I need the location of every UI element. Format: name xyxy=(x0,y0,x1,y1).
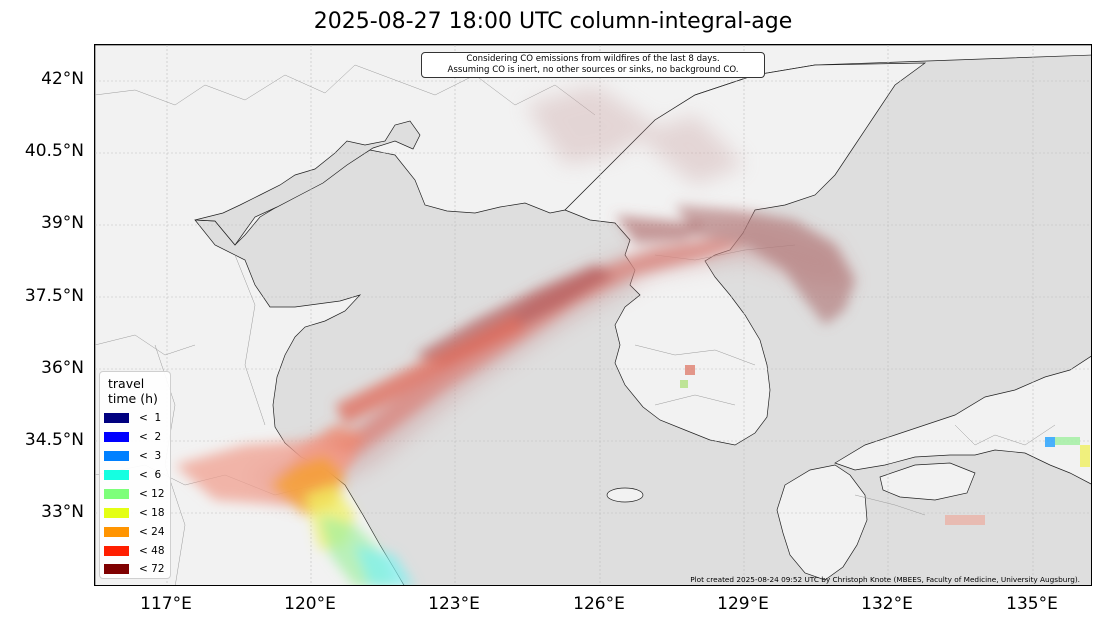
plume-spots xyxy=(680,365,1090,525)
korea-peninsula xyxy=(564,62,927,446)
legend-swatch xyxy=(104,508,129,518)
legend-label: < 2 xyxy=(139,431,162,443)
legend-swatch xyxy=(104,413,129,423)
x-tick-label: 117°E xyxy=(140,594,192,614)
y-tick-label: 40.5°N xyxy=(24,141,84,161)
legend-item: < 48 xyxy=(103,544,171,558)
legend-swatch xyxy=(104,470,129,480)
y-tick-label: 33°N xyxy=(41,502,84,522)
legend-title-line: time (h) xyxy=(108,391,158,406)
legend-title-line: travel xyxy=(108,376,145,391)
plume-haze xyxy=(245,85,855,505)
jeju-island xyxy=(606,487,644,503)
x-tick-label: 126°E xyxy=(573,594,625,614)
legend-item: < 1 xyxy=(103,411,171,425)
shikoku-island xyxy=(879,462,976,501)
credit-text: Plot created 2025-08-24 09:52 UTC by Chr… xyxy=(690,575,1080,584)
legend-item: < 72 xyxy=(103,562,171,576)
legend-swatch xyxy=(104,432,129,442)
legend-item: < 18 xyxy=(103,506,171,520)
map-area[interactable] xyxy=(94,44,1092,586)
y-tick-label: 34.5°N xyxy=(24,430,84,450)
legend-title: travel time (h) xyxy=(108,376,158,406)
x-tick-label: 132°E xyxy=(861,594,913,614)
legend: travel time (h) < 1 < 2 < 3 < 6 < 12 < 1… xyxy=(99,371,171,579)
legend-label: < 18 xyxy=(139,507,165,519)
y-tick-label: 37.5°N xyxy=(24,286,84,306)
legend-item: < 6 xyxy=(103,468,171,482)
legend-swatch xyxy=(104,546,129,556)
y-tick-label: 36°N xyxy=(41,358,84,378)
legend-swatch xyxy=(104,527,129,537)
annotation-line: Assuming CO is inert, no other sources o… xyxy=(447,65,739,75)
x-tick-label: 135°E xyxy=(1006,594,1058,614)
legend-item: < 2 xyxy=(103,430,171,444)
legend-label: < 3 xyxy=(139,450,162,462)
y-tick-label: 39°N xyxy=(41,213,84,233)
legend-label: < 6 xyxy=(139,469,162,481)
x-tick-label: 123°E xyxy=(428,594,480,614)
x-tick-label: 129°E xyxy=(717,594,769,614)
map-title: 2025-08-27 18:00 UTC column-integral-age xyxy=(313,9,793,34)
legend-label: < 48 xyxy=(139,545,165,557)
plume-source xyxy=(175,440,414,585)
y-tick-label: 42°N xyxy=(41,69,84,89)
bohai-sea xyxy=(194,120,421,246)
legend-label: < 72 xyxy=(139,563,165,575)
legend-item: < 3 xyxy=(103,449,171,463)
legend-item: < 12 xyxy=(103,487,171,501)
legend-item: < 24 xyxy=(103,525,171,539)
legend-label: < 24 xyxy=(139,526,165,538)
kyushu-island xyxy=(776,464,868,581)
legend-swatch xyxy=(104,564,129,574)
plume-band xyxy=(275,205,855,485)
honshu-island xyxy=(834,355,1091,485)
legend-label: < 1 xyxy=(139,412,162,424)
annotation-box: Considering CO emissions from wildfires … xyxy=(421,52,765,78)
x-tick-label: 120°E xyxy=(284,594,336,614)
legend-swatch xyxy=(104,489,129,499)
map-canvas xyxy=(95,45,1091,585)
legend-label: < 12 xyxy=(139,488,165,500)
legend-swatch xyxy=(104,451,129,461)
annotation-line: Considering CO emissions from wildfires … xyxy=(466,54,720,64)
